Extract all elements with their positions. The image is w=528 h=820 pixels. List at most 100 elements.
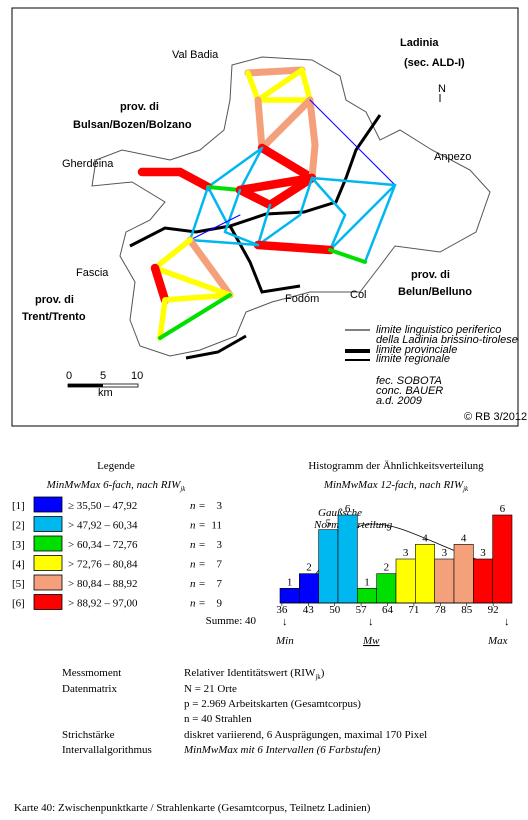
ray	[150, 263, 170, 305]
arrow: ↓	[504, 616, 510, 628]
bar-label: 2	[306, 562, 312, 574]
legend-swatch	[33, 516, 63, 532]
ray	[308, 141, 319, 182]
ray	[363, 183, 397, 264]
x-tick-label: 57	[356, 604, 368, 616]
legend-swatch	[33, 555, 63, 571]
legend-n-label: n =	[190, 520, 206, 532]
ray	[256, 213, 302, 247]
ray	[265, 173, 317, 210]
map-key-label: limite regionale	[376, 353, 450, 365]
credit: a.d. 2009	[376, 395, 422, 407]
bar	[279, 588, 300, 604]
ray	[223, 230, 260, 247]
bar	[318, 529, 339, 604]
legend-id: [5]	[12, 578, 25, 590]
marker-label: Max	[487, 635, 508, 647]
scale-label: 0	[66, 370, 72, 382]
ray	[206, 146, 264, 189]
ray	[206, 185, 230, 227]
info-value: Relativer Identitätswert (RIWjk)	[184, 667, 325, 681]
legend-id: [2]	[12, 520, 25, 532]
bar	[357, 588, 377, 604]
marker-label: Min	[275, 635, 294, 647]
ray	[310, 176, 347, 217]
legend-subtitle-text: MinMwMax 6-fach, nach RIW	[46, 479, 182, 491]
scale-label: 10	[131, 370, 143, 382]
ray	[158, 293, 232, 340]
legend-subtitle-sub: jk	[179, 485, 186, 493]
province-label: prov. di	[411, 269, 450, 281]
legend-n: 9	[217, 598, 223, 610]
bar-label: 2	[384, 562, 390, 574]
ray	[258, 96, 314, 152]
legend-n-label: n =	[190, 598, 206, 610]
map-key-label: della Ladinia brissino-tirolese	[376, 334, 518, 346]
x-tick-label: 43	[303, 604, 315, 616]
ray	[152, 237, 193, 271]
arrow: ↓	[368, 616, 374, 628]
ray	[238, 146, 264, 192]
ray	[188, 185, 210, 242]
ray	[175, 167, 213, 192]
ray	[152, 265, 233, 298]
copyright: © RB 3/2012	[464, 411, 527, 423]
chart-title: Histogramm der Ähnlichkeitsverteilung	[308, 460, 484, 472]
info-label: Strichstärke	[62, 729, 115, 741]
ray	[328, 183, 397, 252]
place-label: Anpezo	[434, 151, 471, 163]
legend: [1] ≥ 35,50 – 47,92 n = 3 [2] > 47,92 – 60,34…	[12, 496, 223, 610]
chart-subtitle: MinMwMax 12-fach, nach RIWjk	[323, 479, 469, 493]
ray	[244, 66, 306, 77]
arrow: ↓	[282, 616, 288, 628]
north-label: N	[438, 83, 446, 95]
scale-label: 5	[100, 370, 106, 382]
ray	[254, 96, 266, 152]
x-tick-label: 71	[408, 604, 419, 616]
map	[91, 56, 491, 360]
info-sub: jk	[314, 673, 321, 681]
info-label: Intervallalgorithmus	[62, 744, 152, 756]
bar-label: 4	[422, 532, 428, 544]
legend-id: [6]	[12, 598, 25, 610]
info-value: MinMwMax mit 6 Intervallen (6 Farbstufen…	[183, 744, 381, 756]
info-text: )	[321, 667, 325, 679]
info-value: p = 2.969 Arbeitskarten (Gesamtcorpus)	[184, 698, 361, 710]
scale-bar	[68, 384, 103, 387]
ray	[299, 67, 313, 103]
legend-range: > 60,34 – 72,76	[68, 539, 138, 551]
legend-id: [3]	[12, 539, 25, 551]
bar	[376, 573, 397, 604]
ray	[235, 173, 317, 195]
legend-n-label: n =	[190, 539, 206, 551]
x-tick-label: 64	[382, 604, 394, 616]
legend-range: > 80,84 – 88,92	[68, 578, 137, 590]
province-label: Belun/Belluno	[398, 286, 472, 298]
provincial-border	[185, 334, 247, 360]
bar	[453, 544, 474, 604]
place-label: Fascia	[76, 267, 109, 279]
bar-label: 6	[500, 503, 506, 515]
legend-n: 3	[217, 539, 223, 551]
bar	[415, 544, 435, 604]
info-value: n = 40 Strahlen	[184, 713, 252, 725]
legend-n: 7	[217, 578, 223, 590]
legend-swatch	[33, 496, 63, 513]
place-label: Val Badia	[172, 49, 219, 61]
province-label: prov. di	[120, 101, 159, 113]
province-label: prov. di	[35, 294, 74, 306]
bar-label: 1	[364, 576, 370, 588]
bar	[434, 558, 455, 604]
ray	[256, 203, 272, 247]
credit: conc. BAUER	[376, 385, 443, 397]
place-label: Gherdëina	[62, 158, 114, 170]
legend-range: > 88,92 – 97,00	[68, 598, 138, 610]
scale-label: km	[98, 387, 113, 399]
ray	[309, 99, 396, 186]
legend-title: Legende	[97, 460, 135, 472]
legend-range: > 72,76 – 80,84	[68, 559, 138, 571]
legend-range: > 47,92 – 60,34	[68, 520, 138, 532]
ray	[298, 176, 314, 217]
ray	[306, 96, 319, 149]
